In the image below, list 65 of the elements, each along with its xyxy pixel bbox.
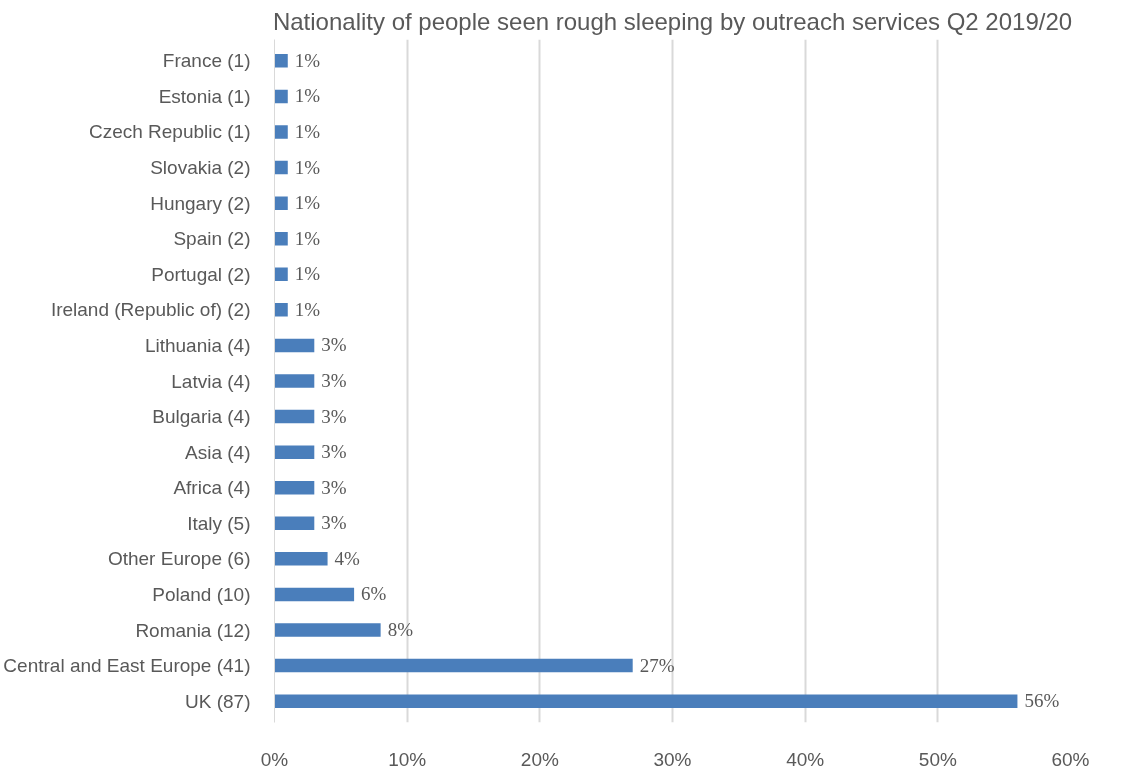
bar [274,694,1018,708]
x-tick-label: 0% [260,748,289,770]
bar [274,409,315,424]
bar [274,54,288,68]
data-label: 3% [321,512,347,534]
y-tick-label: Poland (10) [152,583,251,605]
bar [274,231,288,246]
data-label: 3% [321,441,347,463]
y-tick-label: Latvia (4) [171,370,251,392]
y-tick-label: UK (87) [185,690,251,712]
bar [274,658,633,673]
x-tick-label: 40% [786,748,825,770]
x-tick-label: 60% [1051,748,1090,770]
bar [274,196,288,210]
y-tick-label: Estonia (1) [158,85,251,107]
y-tick-label: France (1) [162,50,251,72]
bar [274,303,288,317]
y-tick-label: Lithuania (4) [144,334,251,356]
data-label: 8% [387,619,414,641]
y-tick-label: Hungary (2) [150,192,251,214]
x-tick-label: 30% [653,748,692,770]
bar [274,267,288,282]
bar [274,516,315,531]
y-tick-label: Africa (4) [173,477,251,499]
data-label: 1% [294,263,321,285]
data-label: 3% [321,405,347,427]
bar [274,623,381,637]
y-tick-label: Other Europe (6) [107,548,251,570]
y-tick-label: Spain (2) [173,228,251,250]
y-tick-label: Romania (12) [135,619,251,641]
y-tick-label: Ireland (Republic of) (2) [50,299,251,321]
data-label: 3% [321,334,347,356]
data-label: 1% [294,192,321,214]
data-label: 27% [639,654,675,676]
y-tick-label: Italy (5) [187,512,251,534]
y-tick-label: Asia (4) [185,441,251,463]
data-label: 1% [294,85,321,107]
bar [274,338,315,353]
data-label: 1% [294,227,321,249]
data-label: 56% [1024,690,1060,712]
data-label: 1% [294,120,321,142]
y-tick-label: Portugal (2) [151,263,251,285]
x-tick-label: 10% [388,748,427,770]
bar [274,445,315,459]
chart-title: Nationality of people seen rough sleeping by outreach services Q2 2019/20 [272,7,1073,35]
data-label: 3% [321,370,347,391]
data-label: 4% [334,547,361,569]
data-label: 1% [294,298,321,320]
y-tick-label: Czech Republic (1) [88,121,251,143]
data-label: 3% [321,476,347,498]
bar [274,160,288,175]
bar [274,480,315,495]
bar [274,374,315,388]
bar [274,89,288,104]
data-label: 1% [294,156,321,178]
data-label: 6% [361,583,387,605]
bar [274,125,288,139]
bar [274,587,355,602]
y-tick-label: Central and East Europe (41) [3,655,251,677]
y-tick-label: Slovakia (2) [150,157,251,179]
y-tick-label: Bulgaria (4) [152,406,251,428]
data-label: 1% [294,49,321,71]
x-tick-label: 50% [918,748,957,770]
x-tick-label: 20% [520,748,559,770]
bar [274,552,328,566]
